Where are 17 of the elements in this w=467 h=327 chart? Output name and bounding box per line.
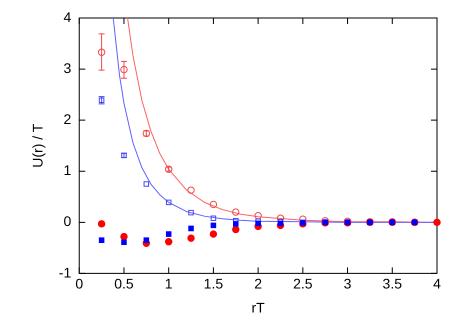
y-tick-label: 2 [63, 111, 72, 128]
x-tick-label: 4 [433, 276, 442, 292]
x-tick-label: 0.5 [114, 276, 134, 292]
x-tick-label: 1.5 [204, 276, 224, 292]
y-tick-label: 3 [63, 60, 72, 76]
x-tick-label: 3.5 [382, 276, 402, 292]
y-axis-title: U(r) / T [29, 123, 46, 168]
x-tick-label: 2 [254, 276, 262, 292]
y-tick-label: 0 [63, 213, 72, 230]
x-tick-label: 2.5 [293, 276, 313, 292]
y-tick-label: -1 [58, 264, 72, 280]
y-tick-label: 4 [63, 8, 72, 25]
x-axis-title: rT [252, 299, 266, 316]
x-tick-label: 1 [164, 276, 173, 292]
x-tick-label: 0 [75, 276, 84, 292]
y-tick-label: 1 [63, 162, 72, 178]
x-tick-label: 3 [344, 276, 352, 292]
